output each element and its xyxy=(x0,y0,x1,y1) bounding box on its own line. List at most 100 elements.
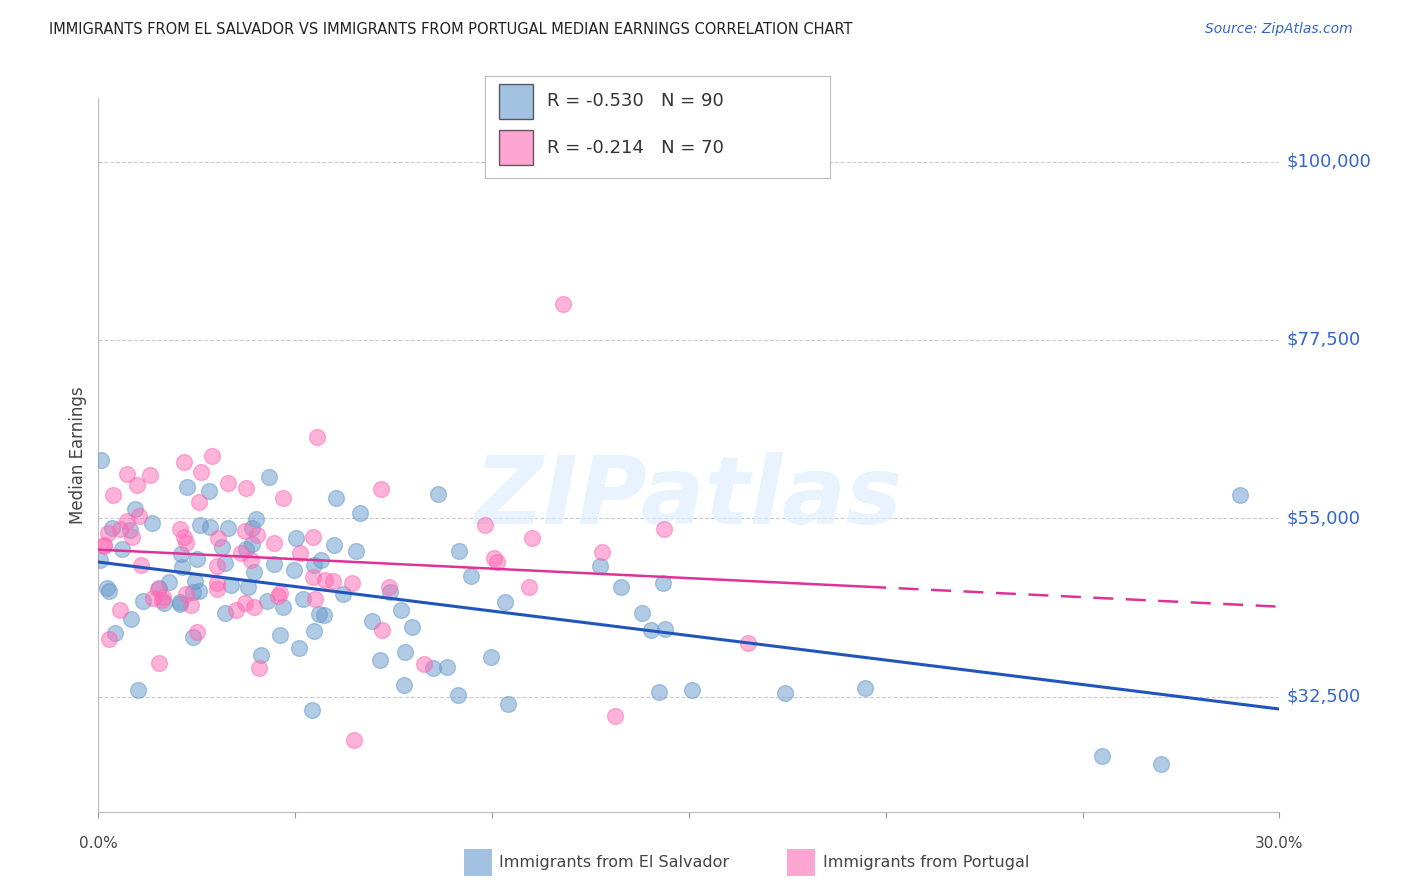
Point xyxy=(652,523,675,537)
Point xyxy=(325,491,347,506)
Text: R = -0.530   N = 90: R = -0.530 N = 90 xyxy=(547,93,724,111)
Text: 0.0%: 0.0% xyxy=(79,836,118,850)
Point xyxy=(309,552,332,566)
Point xyxy=(211,540,233,554)
Point xyxy=(186,552,208,566)
Point xyxy=(180,598,202,612)
Point xyxy=(361,614,384,628)
Point xyxy=(129,558,152,572)
Point xyxy=(101,488,124,502)
Point xyxy=(304,558,326,572)
Point xyxy=(219,577,242,591)
Point xyxy=(186,624,208,639)
Point xyxy=(389,603,412,617)
Point xyxy=(169,547,191,561)
Point xyxy=(174,536,197,550)
Point xyxy=(240,520,263,534)
Point xyxy=(271,491,294,506)
Point xyxy=(181,585,204,599)
Point xyxy=(245,512,267,526)
Text: ZIPatlas: ZIPatlas xyxy=(475,451,903,544)
Point xyxy=(737,635,759,649)
Point xyxy=(157,575,180,590)
Point xyxy=(288,546,311,560)
Point xyxy=(283,563,305,577)
Point xyxy=(269,585,291,599)
Point xyxy=(214,606,236,620)
Text: Immigrants from Portugal: Immigrants from Portugal xyxy=(823,855,1029,870)
Point xyxy=(648,685,671,699)
Point xyxy=(188,583,211,598)
Point xyxy=(169,595,191,609)
Point xyxy=(89,552,111,566)
Point xyxy=(266,590,288,604)
Point xyxy=(304,591,326,606)
Point xyxy=(340,576,363,591)
Point xyxy=(301,703,323,717)
Point xyxy=(93,539,115,553)
Text: Immigrants from El Salvador: Immigrants from El Salvador xyxy=(499,855,730,870)
Point xyxy=(198,483,221,498)
Text: IMMIGRANTS FROM EL SALVADOR VS IMMIGRANTS FROM PORTUGAL MEDIAN EARNINGS CORRELAT: IMMIGRANTS FROM EL SALVADOR VS IMMIGRANT… xyxy=(49,22,852,37)
Point xyxy=(256,594,278,608)
Point xyxy=(141,516,163,530)
Point xyxy=(128,508,150,523)
Y-axis label: Median Earnings: Median Earnings xyxy=(69,386,87,524)
Point xyxy=(184,574,207,588)
Point xyxy=(243,599,266,614)
Point xyxy=(344,543,367,558)
Point xyxy=(93,538,115,552)
Point xyxy=(115,514,138,528)
Point xyxy=(392,678,415,692)
Point xyxy=(401,620,423,634)
Point xyxy=(436,659,458,673)
Point xyxy=(413,657,436,672)
Point xyxy=(173,529,195,543)
Point xyxy=(322,574,344,589)
Point xyxy=(496,698,519,712)
Point xyxy=(97,583,120,598)
Point xyxy=(308,607,330,622)
Point xyxy=(343,733,366,747)
Text: $100,000: $100,000 xyxy=(1286,153,1371,170)
Point xyxy=(302,624,325,638)
Point xyxy=(314,573,336,587)
Point xyxy=(229,546,252,560)
Point xyxy=(217,521,239,535)
Point xyxy=(233,524,256,538)
Point xyxy=(97,526,120,541)
Point xyxy=(305,430,328,444)
Point xyxy=(174,587,197,601)
Point xyxy=(322,538,344,552)
Point xyxy=(111,541,134,556)
Point xyxy=(205,559,228,574)
FancyBboxPatch shape xyxy=(499,130,533,165)
Point xyxy=(173,455,195,469)
Point xyxy=(104,625,127,640)
Text: Source: ZipAtlas.com: Source: ZipAtlas.com xyxy=(1205,22,1353,37)
Point xyxy=(120,612,142,626)
Point xyxy=(205,582,228,596)
Point xyxy=(1091,749,1114,764)
Point xyxy=(170,559,193,574)
Point xyxy=(217,475,239,490)
Point xyxy=(640,623,662,637)
Point xyxy=(176,480,198,494)
Text: $32,500: $32,500 xyxy=(1286,688,1361,706)
Point xyxy=(370,652,392,666)
Point xyxy=(301,530,323,544)
Point xyxy=(108,522,131,536)
Point xyxy=(271,599,294,614)
Point xyxy=(240,537,263,551)
Point xyxy=(263,557,285,571)
Point xyxy=(214,556,236,570)
Point xyxy=(246,528,269,542)
Point xyxy=(591,545,613,559)
Point xyxy=(287,641,309,656)
Point xyxy=(169,522,191,536)
Point xyxy=(486,555,509,569)
Point xyxy=(132,593,155,607)
Text: $55,000: $55,000 xyxy=(1286,509,1361,527)
Point xyxy=(371,623,394,637)
Point xyxy=(292,592,315,607)
